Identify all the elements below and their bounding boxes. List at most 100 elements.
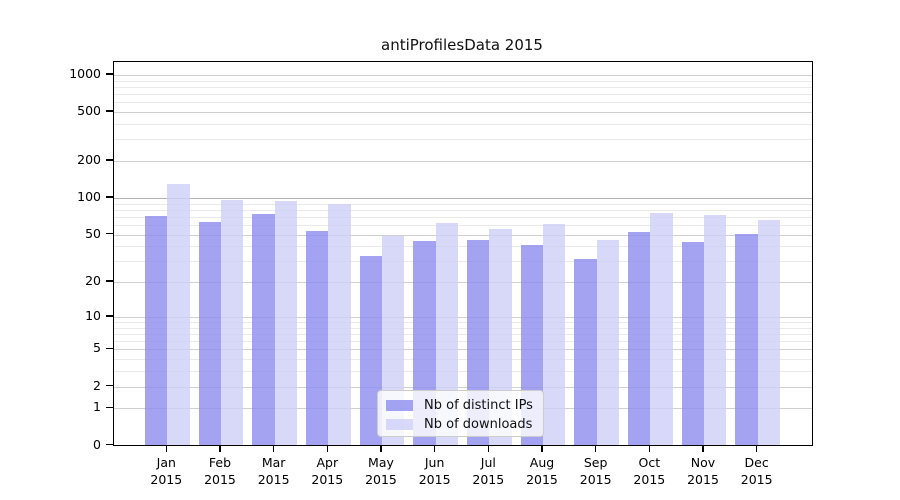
legend-label: Nb of distinct IPs [424,398,533,413]
gridline [114,322,812,324]
y-tick-label: 20 [85,273,101,289]
y-tick-label: 50 [85,225,101,241]
gridline [114,234,812,236]
legend-swatch-downloads [386,419,413,430]
chart-title: antiProfilesData 2015 [381,36,543,54]
x-tick-mark [272,446,275,452]
y-tick-label: 100 [77,189,101,204]
gridline [114,261,812,263]
y-tick-label: 1000 [69,66,101,81]
x-tick-label: Aug 2015 [526,454,558,487]
gridline [114,225,812,227]
bar-ips-nov [681,242,704,445]
legend-swatch-ips [386,400,413,411]
gridline [114,102,812,104]
x-tick-label: Mar 2015 [257,454,290,487]
bar-downloads-oct [650,212,673,445]
gridline [114,349,812,351]
gridline [114,75,812,76]
gridline [114,80,812,82]
x-tick-mark [326,446,329,452]
x-tick-mark [219,446,221,452]
x-tick-mark [755,446,758,452]
x-tick-label: Jan 2015 [150,454,183,487]
x-tick-label: Sep 2015 [579,454,612,487]
bar-downloads-aug [542,223,566,445]
y-tick-mark [106,196,113,198]
bar-downloads-sep [596,239,619,445]
y-tick-label: 1 [93,399,101,415]
y-tick-label: 200 [77,152,101,168]
gridline [114,216,812,218]
bar-ips-feb [198,221,221,445]
y-tick-mark [106,384,113,387]
bar-ips-apr [306,231,329,445]
bar-downloads-apr [328,204,351,445]
y-tick-mark [106,232,113,235]
x-tick-mark [648,446,651,452]
x-tick-label: Jul 2015 [472,454,505,487]
x-tick-label: Nov 2015 [687,454,719,487]
y-tick-mark [106,347,113,350]
gridline [114,341,812,343]
y-tick-mark [106,315,113,317]
gridline [114,112,812,114]
bar-ips-sep [574,259,597,445]
x-tick-label: Apr 2015 [311,454,344,487]
bar-ips-oct [628,232,651,445]
x-tick-label: May 2015 [365,454,397,487]
gridline [114,371,812,373]
gridline [114,333,812,335]
gridline [114,139,812,141]
bar-downloads-dec [757,220,780,445]
y-tick-label: 2 [93,377,101,393]
x-tick-label: Jun 2015 [418,454,451,487]
bar-downloads-jun [435,222,458,445]
gridline [114,282,812,284]
legend-label: Nb of downloads [424,417,533,432]
y-tick-label: 5 [93,340,101,356]
gridline [114,161,812,163]
y-tick-mark [106,280,113,282]
gridline [114,386,812,388]
x-tick-mark [702,446,704,452]
x-tick-mark [433,446,436,452]
plot-area [113,61,813,446]
y-tick-mark [106,110,113,112]
bar-ips-may [359,255,382,445]
gridline [114,124,812,126]
x-tick-mark [541,446,543,452]
x-tick-label: Dec 2015 [740,454,773,487]
y-tick-label: 10 [85,307,101,323]
bar-ips-mar [252,214,275,445]
bar-downloads-nov [704,214,727,445]
x-tick-label: Oct 2015 [633,454,666,487]
y-tick-mark [106,406,113,409]
bar-downloads-feb [220,199,244,445]
legend-item-distinct-ips: Nb of distinct IPs [386,396,543,415]
gridline [114,316,812,318]
y-tick-label: 500 [77,103,101,119]
gridline [114,198,812,199]
bar-ips-dec [735,234,758,445]
x-tick-label: Feb 2015 [204,454,236,487]
y-tick-label: 0 [93,436,101,452]
gridline [114,327,812,329]
bar-downloads-mar [274,200,297,445]
x-tick-mark [165,446,168,452]
gridline [114,86,812,88]
gridline [114,359,812,361]
x-tick-mark [487,446,490,452]
gridline [114,246,812,248]
y-tick-mark [106,73,113,75]
bar-downloads-jan [167,184,190,445]
gridline [114,94,812,96]
x-tick-mark [380,446,382,452]
gridline [114,203,812,205]
bar-ips-jan [145,216,168,445]
x-tick-mark [594,446,597,452]
y-tick-mark [106,159,113,161]
y-tick-mark [106,443,113,446]
legend: Nb of distinct IPs Nb of downloads [377,390,544,437]
